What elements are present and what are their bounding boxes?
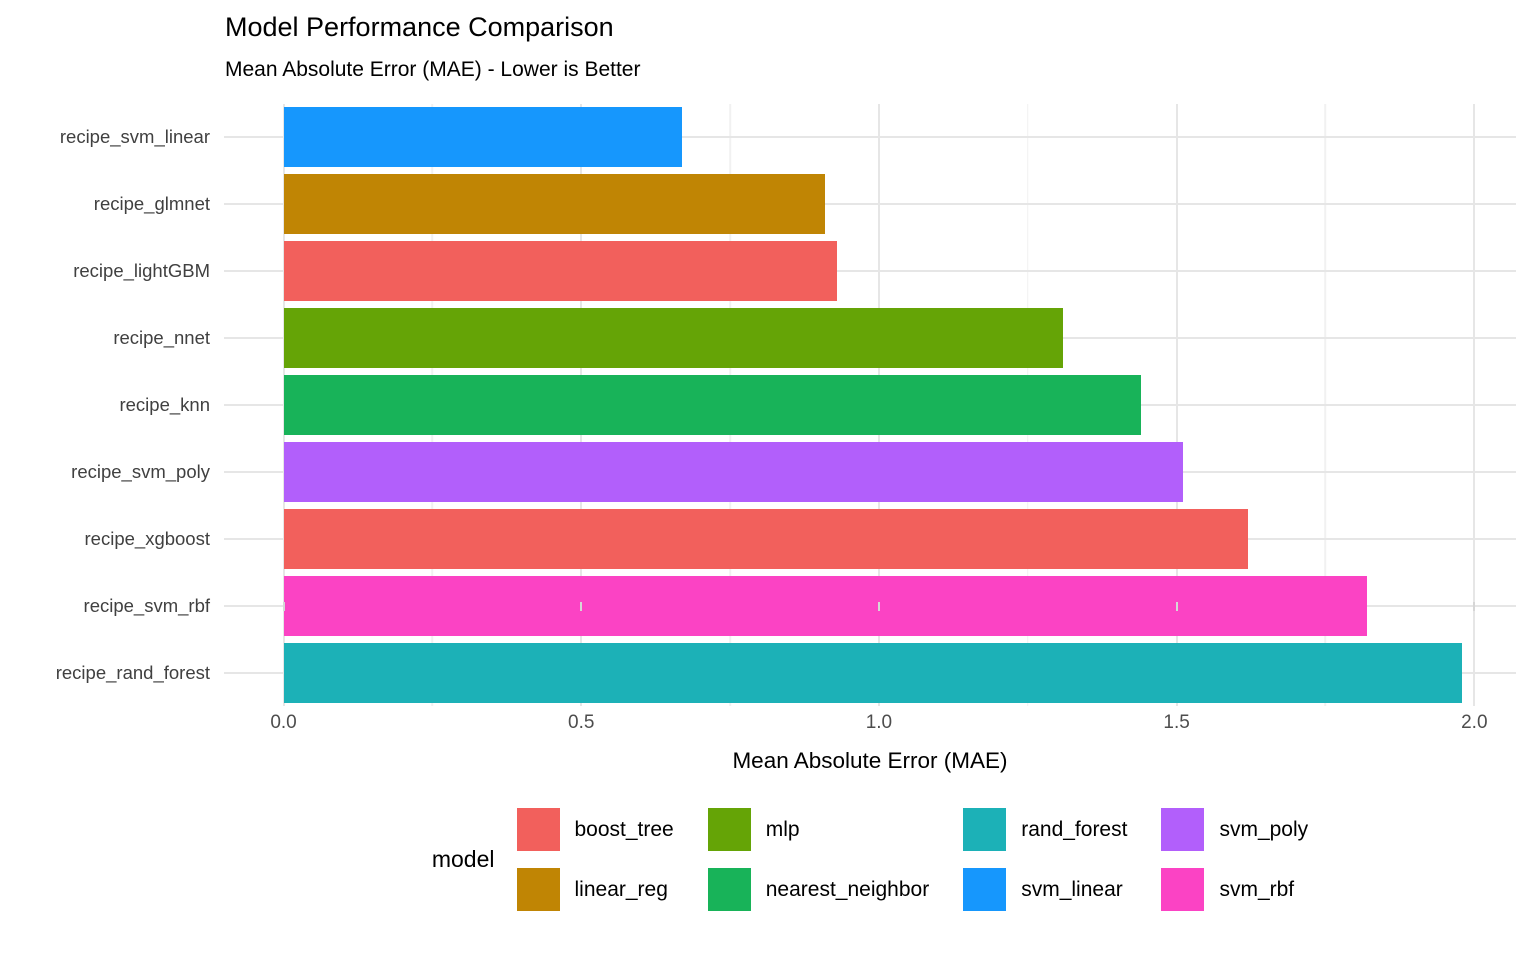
bar-recipe_svm_linear — [283, 107, 683, 168]
y-label-recipe_svm_poly: recipe_svm_poly — [71, 460, 210, 482]
x-axis-tick-labels: 0.0 0.5 1.0 1.5 2.0 — [224, 712, 1516, 738]
x-axis-tick-marks — [224, 602, 1516, 611]
legend-swatch-rand_forest — [963, 808, 1007, 851]
x-axis-title: Mean Absolute Error (MAE) — [732, 748, 1008, 773]
legend-swatch-linear_reg — [516, 868, 560, 911]
legend-title: model — [431, 846, 495, 872]
chart-subtitle: Mean Absolute Error (MAE) - Lower is Bet… — [225, 58, 641, 81]
legend-label-svm_poly: svm_poly — [1219, 817, 1309, 841]
x-tick-mark-0.5 — [580, 602, 583, 611]
gridline-y-recipe_lightGBM — [224, 270, 1516, 273]
legend-swatch-svm_poly — [1161, 808, 1205, 851]
x-tick-label-0.5: 0.5 — [568, 712, 595, 733]
legend-swatch-mlp — [707, 808, 751, 851]
y-label-recipe_knn: recipe_knn — [119, 393, 210, 415]
x-tick-label-1.0: 1.0 — [865, 712, 893, 733]
bar-recipe_knn — [283, 375, 1141, 435]
legend-label-svm_rbf: svm_rbf — [1219, 877, 1295, 901]
plot-panel — [224, 104, 1516, 706]
legend-label-rand_forest: rand_forest — [1021, 817, 1128, 841]
legend-item-nearest_neighbor: nearest_neighbor — [707, 868, 930, 911]
x-tick-label-2.0: 2.0 — [1461, 712, 1488, 733]
legend-item-boost_tree: boost_tree — [516, 808, 674, 851]
legend-items: boost_tree linear_reg mlp nearest_neighbor r… — [516, 808, 1308, 911]
bar-recipe_svm_poly — [283, 441, 1183, 502]
chart-title: Model Performance Comparison — [225, 12, 614, 42]
legend-swatch-svm_linear — [963, 868, 1007, 911]
bar-recipe_rand_forest — [283, 642, 1463, 703]
bar-recipe_svm_rbf — [283, 575, 1368, 636]
gridline-y-recipe_glmnet — [224, 203, 1516, 206]
legend-swatch-boost_tree — [516, 808, 560, 851]
x-tick-label-1.5: 1.5 — [1163, 712, 1190, 733]
legend: model boost_tree linear_reg mlp nearest_nei… — [224, 808, 1516, 911]
y-label-recipe_svm_linear: recipe_svm_linear — [59, 126, 210, 148]
bar-recipe_nnet — [283, 308, 1064, 369]
y-label-recipe_xgboost: recipe_xgboost — [84, 527, 210, 549]
y-label-recipe_svm_rbf: recipe_svm_rbf — [83, 594, 210, 616]
y-label-recipe_glmnet: recipe_glmnet — [93, 193, 210, 215]
chart-area: recipe_svm_linear recipe_glmnet recipe_lig… — [0, 104, 1536, 706]
y-label-recipe_lightGBM: recipe_lightGBM — [73, 260, 210, 282]
legend-swatch-svm_rbf — [1161, 868, 1205, 911]
legend-item-svm_rbf: svm_rbf — [1161, 868, 1308, 911]
legend-label-boost_tree: boost_tree — [574, 817, 674, 841]
legend-label-svm_linear: svm_linear — [1021, 877, 1123, 901]
gridline-y-recipe_svm_linear — [224, 136, 1516, 139]
legend-item-svm_linear: svm_linear — [963, 868, 1127, 911]
x-tick-mark-1.5 — [1175, 602, 1178, 611]
x-tick-mark-1.0 — [877, 602, 880, 611]
legend-item-rand_forest: rand_forest — [963, 808, 1127, 851]
legend-label-nearest_neighbor: nearest_neighbor — [765, 877, 930, 901]
y-label-recipe_rand_forest: recipe_rand_forest — [55, 661, 210, 683]
legend-label-linear_reg: linear_reg — [574, 877, 668, 901]
legend-item-linear_reg: linear_reg — [516, 868, 674, 911]
bar-recipe_lightGBM — [283, 241, 838, 302]
x-tick-mark-0.0 — [282, 602, 285, 611]
x-tick-mark-2.0 — [1473, 602, 1476, 611]
y-axis-labels: recipe_svm_linear recipe_glmnet recipe_lig… — [0, 104, 224, 706]
y-label-recipe_nnet: recipe_nnet — [113, 327, 210, 349]
x-tick-label-0.0: 0.0 — [270, 712, 297, 733]
legend-swatch-nearest_neighbor — [707, 868, 751, 911]
legend-label-mlp: mlp — [765, 817, 800, 841]
bar-recipe_glmnet — [283, 174, 826, 235]
legend-item-mlp: mlp — [707, 808, 929, 851]
legend-item-svm_poly: svm_poly — [1161, 808, 1308, 851]
bar-recipe_xgboost — [283, 508, 1249, 569]
